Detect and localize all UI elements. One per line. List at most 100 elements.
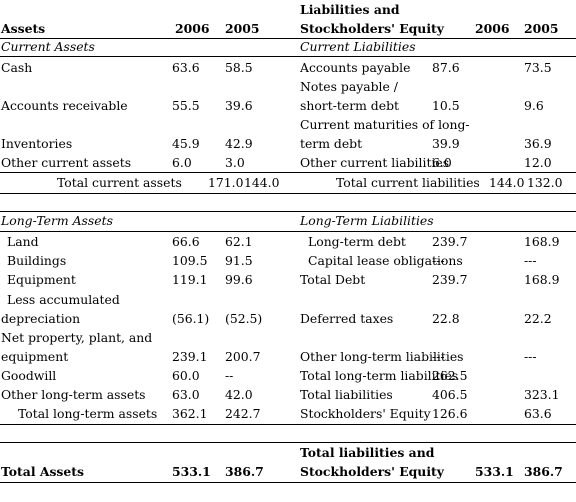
- longterm-asset-2006: 239.1: [172, 349, 208, 364]
- current-liability-2005: 73.5: [524, 60, 552, 75]
- longterm-liability-2006: 406.5: [432, 387, 468, 402]
- current-liability-label-line1: Current maturities of long-: [300, 117, 470, 132]
- longterm-asset-2005: 62.1: [225, 234, 253, 249]
- current-liability-label: Other current liabilities: [300, 155, 450, 170]
- total-current-assets-2005: 144.0: [244, 175, 280, 190]
- total-current-assets-label: Total current assets: [57, 175, 182, 190]
- longterm-liability-2005: 168.9: [524, 272, 560, 287]
- header-year-2006-assets: 2006: [175, 21, 210, 36]
- total-current-assets-2006: 171.0: [208, 175, 244, 190]
- longterm-asset-2005: --: [225, 368, 234, 383]
- longterm-liability-label: Long-term debt: [308, 234, 406, 249]
- longterm-asset-label: Equipment: [7, 272, 76, 287]
- current-liability-label-line1: Notes payable /: [300, 79, 398, 94]
- current-liability-2006: 39.9: [432, 136, 460, 151]
- longterm-top-rule: [0, 211, 576, 212]
- header-liabilities-line2: Stockholders' Equity: [300, 21, 444, 36]
- longterm-liability-2005: 63.6: [524, 406, 552, 421]
- current-liability-2006: 87.6: [432, 60, 460, 75]
- total-assets-2006: 533.1: [172, 464, 211, 479]
- current-asset-2005: 42.9: [225, 136, 253, 151]
- longterm-asset-2005: 99.6: [225, 272, 253, 287]
- current-liability-2005: 36.9: [524, 136, 552, 151]
- longterm-asset-label: Land: [7, 234, 39, 249]
- longterm-liability-2006: 22.8: [432, 311, 460, 326]
- current-asset-label: Accounts receivable: [1, 98, 128, 113]
- total-assets-label: Total Assets: [1, 464, 84, 479]
- longterm-liability-2006: ---: [432, 253, 445, 268]
- longterm-liability-label: Total Debt: [300, 272, 366, 287]
- longterm-assets-title: Long-Term Assets: [1, 213, 113, 228]
- totals-top-rule: [0, 442, 576, 443]
- longterm-asset-2006: 362.1: [172, 406, 208, 421]
- current-rows-rule: [0, 172, 576, 173]
- longterm-asset-2005: 200.7: [225, 349, 261, 364]
- longterm-title-rule: [0, 231, 576, 232]
- longterm-asset-label-line1: Less accumulated: [7, 292, 120, 307]
- header-rule: [0, 38, 576, 39]
- header-year-2006-liabilities: 2006: [475, 21, 510, 36]
- longterm-asset-2006: 60.0: [172, 368, 200, 383]
- longterm-liability-2006: 126.6: [432, 406, 468, 421]
- total-liabilities-equity-2006: 533.1: [475, 464, 514, 479]
- current-liability-label-line2: term debt: [300, 136, 363, 151]
- longterm-liability-2006: ---: [432, 349, 445, 364]
- longterm-asset-label: Total long-term assets: [18, 406, 158, 421]
- current-liability-2005: 9.6: [524, 98, 544, 113]
- totals-bottom-rule: [0, 482, 576, 483]
- longterm-liability-label: Total liabilities: [300, 387, 393, 402]
- current-liability-2006: 6.0: [432, 155, 452, 170]
- current-asset-2006: 63.6: [172, 60, 200, 75]
- current-liability-label: Accounts payable: [300, 60, 411, 75]
- total-assets-2005: 386.7: [225, 464, 264, 479]
- longterm-asset-2005: 242.7: [225, 406, 261, 421]
- longterm-liability-label: Total long-term liabilities: [300, 368, 459, 383]
- current-liability-2006: 10.5: [432, 98, 460, 113]
- longterm-asset-label-line2: equipment: [1, 349, 69, 364]
- current-asset-2006: 55.5: [172, 98, 200, 113]
- current-asset-2006: 45.9: [172, 136, 200, 151]
- current-title-rule: [0, 56, 576, 57]
- current-asset-2005: 39.6: [225, 98, 253, 113]
- current-asset-2005: 3.0: [225, 155, 245, 170]
- current-asset-label: Other current assets: [1, 155, 132, 170]
- longterm-liabilities-title: Long-Term Liabilities: [300, 213, 434, 228]
- current-total-rule: [0, 193, 576, 194]
- longterm-asset-2006: 109.5: [172, 253, 208, 268]
- longterm-asset-label: Goodwill: [1, 368, 57, 383]
- current-liability-label-line2: short-term debt: [300, 98, 399, 113]
- longterm-asset-2006: 66.6: [172, 234, 200, 249]
- header-year-2005-liabilities: 2005: [524, 21, 559, 36]
- longterm-asset-2005: (52.5): [225, 311, 263, 326]
- total-liabilities-equity-line2: Stockholders' Equity: [300, 464, 444, 479]
- total-liabilities-equity-line1: Total liabilities and: [300, 445, 435, 460]
- current-liabilities-title: Current Liabilities: [300, 39, 416, 54]
- total-current-liabilities-2005: 132.0: [527, 175, 563, 190]
- longterm-asset-label-line2: depreciation: [1, 311, 81, 326]
- longterm-liability-2006: 262.5: [432, 368, 468, 383]
- longterm-liability-2005: 323.1: [524, 387, 560, 402]
- longterm-liability-label: Other long-term liabilities: [300, 349, 464, 364]
- current-asset-2005: 58.5: [225, 60, 253, 75]
- current-asset-2006: 6.0: [172, 155, 192, 170]
- current-liability-2005: 12.0: [524, 155, 552, 170]
- total-current-liabilities-label: Total current liabilities: [336, 175, 480, 190]
- longterm-liability-2006: 239.7: [432, 234, 468, 249]
- total-current-liabilities-2006: 144.0: [489, 175, 525, 190]
- longterm-total-rule: [0, 424, 576, 425]
- longterm-liability-label: Stockholders' Equity: [300, 406, 431, 421]
- longterm-liability-2005: ---: [524, 253, 537, 268]
- header-liabilities-line1: Liabilities and: [300, 2, 400, 17]
- current-asset-label: Cash: [1, 60, 33, 75]
- longterm-liability-2005: 22.2: [524, 311, 552, 326]
- current-assets-title: Current Assets: [1, 39, 95, 54]
- longterm-asset-2006: 63.0: [172, 387, 200, 402]
- longterm-liability-2006: 239.7: [432, 272, 468, 287]
- header-assets: Assets: [1, 21, 46, 36]
- total-liabilities-equity-2005: 386.7: [524, 464, 563, 479]
- longterm-asset-2005: 91.5: [225, 253, 253, 268]
- longterm-liability-2005: 168.9: [524, 234, 560, 249]
- longterm-asset-label: Buildings: [7, 253, 67, 268]
- longterm-liability-label: Deferred taxes: [300, 311, 394, 326]
- longterm-asset-label-line1: Net property, plant, and: [1, 330, 153, 345]
